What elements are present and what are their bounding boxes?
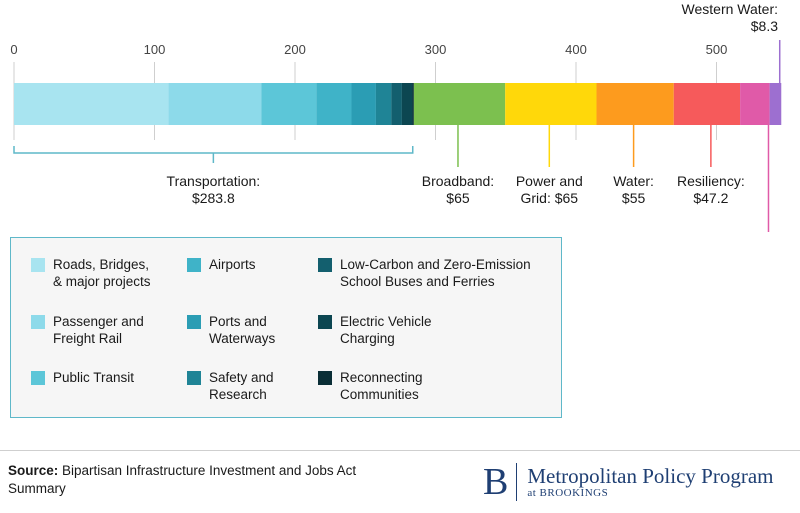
- legend-label: Safety and Research: [209, 370, 274, 402]
- bar-segment-0: [14, 83, 169, 125]
- legend-label: Roads, Bridges, & major projects: [53, 257, 151, 289]
- legend-label: Public Transit: [53, 370, 135, 385]
- brookings-brand: B Metropolitan Policy Program at BROOKIN…: [483, 462, 774, 502]
- legend-swatch: [31, 315, 45, 329]
- tick-label-100: 100: [144, 42, 166, 57]
- western-value: $8.3: [751, 18, 778, 34]
- bar-segment-7: [401, 83, 413, 125]
- transportation-bracket: [13, 146, 414, 154]
- legend-swatch: [31, 371, 45, 385]
- legend-swatch: [187, 315, 201, 329]
- legacy-label: Legacy Pollution:: [711, 238, 800, 240]
- legend-swatch: [318, 258, 332, 272]
- legend-item: Low-Carbon and Zero-Emission School Buse…: [318, 256, 531, 290]
- western-label: Western Water:: [682, 1, 778, 17]
- tick-label-0: 0: [10, 42, 17, 57]
- legend-item: Passenger and Freight Rail: [31, 313, 144, 347]
- bar-segment-1: [168, 83, 262, 125]
- legend-swatch: [318, 371, 332, 385]
- axis-ticks: 0 100 200 300 400 500: [10, 42, 727, 57]
- legend-swatch: [187, 371, 201, 385]
- footer-divider: [0, 450, 800, 451]
- bar-segment-3: [316, 83, 352, 125]
- brand-separator: [516, 463, 518, 501]
- broadband-label: Broadband:: [422, 173, 494, 189]
- power-label: Power and: [516, 173, 583, 189]
- legend-item: Safety and Research: [187, 369, 274, 403]
- source-note: Source: Bipartisan Infrastructure Invest…: [8, 462, 388, 498]
- source-label: Source:: [8, 463, 59, 478]
- resiliency-label: Resiliency:: [677, 173, 745, 189]
- bar-segment-2: [261, 83, 317, 125]
- brand-subtitle: at BROOKINGS: [527, 487, 609, 499]
- legend-item: Public Transit: [31, 369, 134, 386]
- legend-item: Roads, Bridges, & major projects: [31, 256, 151, 290]
- brookings-logo: B: [483, 461, 509, 503]
- tick-label-500: 500: [706, 42, 728, 57]
- bar-segment-5: [375, 83, 392, 125]
- bar-segment-12: [673, 83, 741, 125]
- transportation-label: Transportation:: [167, 173, 261, 189]
- legend-label: Low-Carbon and Zero-Emission School Buse…: [340, 257, 531, 289]
- bar-segment-10: [505, 83, 597, 125]
- bar-segment-6: [391, 83, 402, 125]
- bar-segment-14: [769, 83, 782, 125]
- legend-label: Reconnecting Communities: [340, 370, 423, 402]
- tick-label-400: 400: [565, 42, 587, 57]
- bar-segment-8: [412, 83, 414, 125]
- legend-label: Airports: [209, 257, 256, 272]
- legend-swatch: [31, 258, 45, 272]
- legend-swatch: [187, 258, 201, 272]
- transportation-value: $283.8: [192, 190, 235, 206]
- tick-label-200: 200: [284, 42, 306, 57]
- annotations: Transportation:$283.8 Broadband:$65 Power …: [13, 1, 800, 240]
- bar-segment-4: [351, 83, 376, 125]
- legend-item: Reconnecting Communities: [318, 369, 423, 403]
- bar-segment-11: [596, 83, 674, 125]
- tick-label-300: 300: [425, 42, 447, 57]
- legend-label: Ports and Waterways: [209, 314, 276, 346]
- legend-label: Electric Vehicle Charging: [340, 314, 432, 346]
- bar-segment-13: [740, 83, 770, 125]
- legend-swatch: [318, 315, 332, 329]
- water-value: $55: [622, 190, 646, 206]
- source-text: Bipartisan Infrastructure Investment and…: [8, 463, 357, 496]
- legend-item: Ports and Waterways: [187, 313, 275, 347]
- bar-segment-9: [413, 83, 506, 125]
- broadband-value: $65: [446, 190, 470, 206]
- stacked-bar-chart: 0 100 200 300 400 500 Transportation:$283.8 Br…: [10, 1, 800, 240]
- brand-name: Metropolitan Policy Program: [527, 464, 774, 488]
- legend-item: Electric Vehicle Charging: [318, 313, 432, 347]
- legend: Roads, Bridges, & major projects Passenge…: [10, 237, 562, 418]
- legend-label: Passenger and Freight Rail: [53, 314, 144, 346]
- legend-item: Airports: [187, 256, 256, 273]
- power-value: Grid: $65: [521, 190, 579, 206]
- resiliency-value: $47.2: [693, 190, 728, 206]
- water-label: Water:: [613, 173, 654, 189]
- bar-segments: [14, 83, 782, 125]
